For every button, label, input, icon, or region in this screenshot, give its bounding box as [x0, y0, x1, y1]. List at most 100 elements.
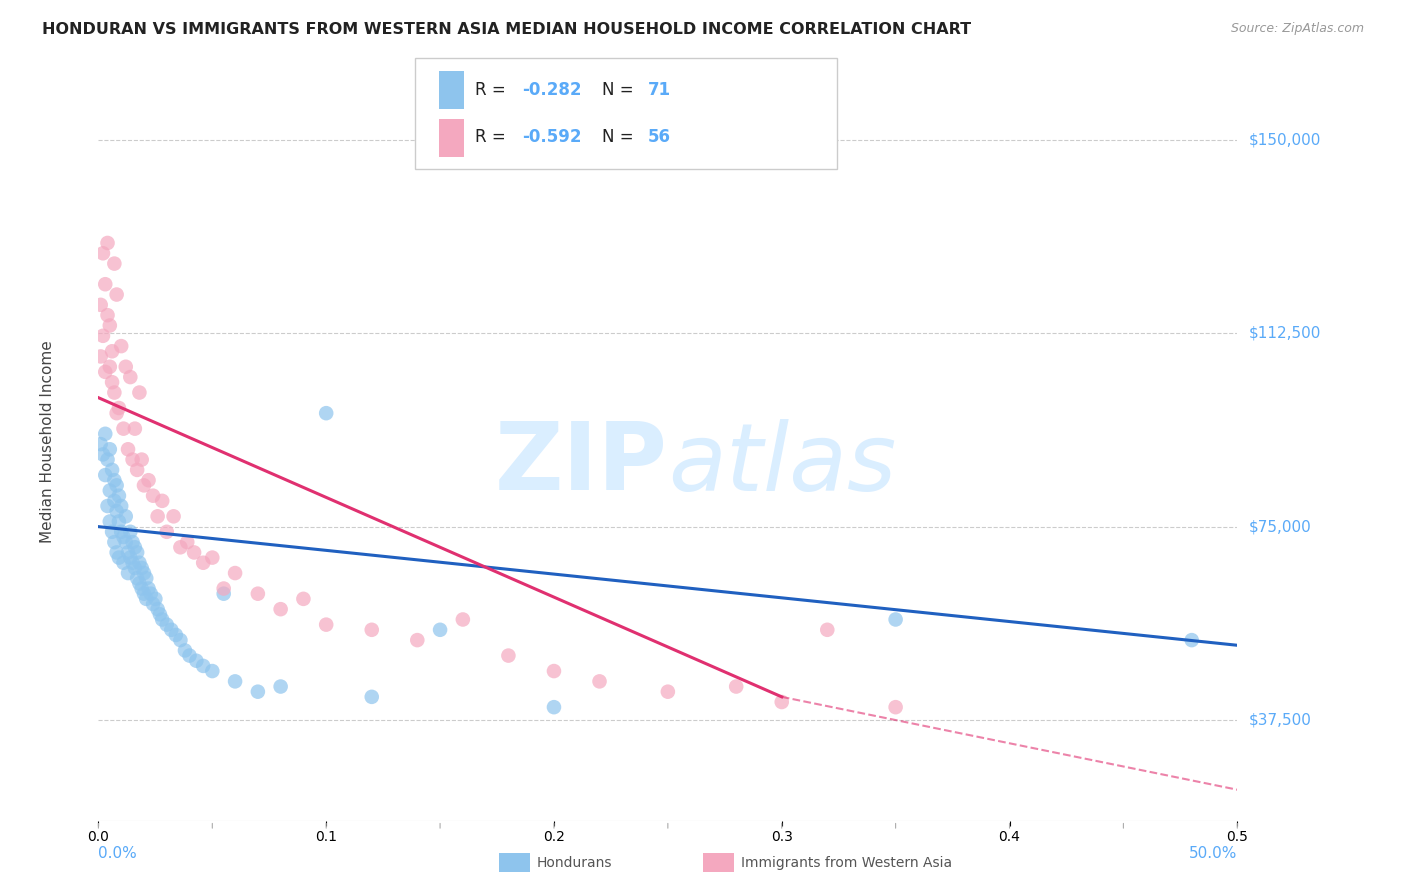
Text: Immigrants from Western Asia: Immigrants from Western Asia — [741, 855, 952, 870]
Point — [169, 633, 191, 648]
Point — [101, 344, 124, 359]
Point — [108, 550, 131, 565]
Point — [360, 623, 382, 637]
Point — [105, 478, 128, 492]
Point — [91, 328, 114, 343]
Point — [246, 587, 269, 601]
Point — [101, 463, 124, 477]
Point — [91, 447, 114, 461]
Point — [132, 587, 155, 601]
Point — [90, 437, 112, 451]
Point — [127, 571, 149, 585]
Point — [112, 556, 135, 570]
Point — [160, 623, 183, 637]
Point — [103, 257, 125, 271]
Point — [110, 499, 132, 513]
Point — [162, 509, 184, 524]
Point — [131, 452, 153, 467]
Point — [117, 545, 139, 559]
Point — [117, 442, 139, 457]
Point — [128, 556, 150, 570]
Point — [108, 515, 131, 529]
Point — [406, 633, 429, 648]
Point — [98, 442, 121, 457]
Point — [94, 468, 117, 483]
Text: 71: 71 — [648, 81, 671, 99]
Point — [292, 591, 315, 606]
Point — [103, 385, 125, 400]
Text: 0.0%: 0.0% — [98, 847, 138, 862]
Point — [105, 406, 128, 420]
Point — [657, 684, 679, 698]
Point — [98, 318, 121, 333]
Point — [96, 235, 118, 250]
Text: $75,000: $75,000 — [1249, 519, 1312, 534]
Point — [105, 504, 128, 518]
Point — [114, 359, 136, 374]
Point — [176, 535, 198, 549]
Point — [91, 246, 114, 260]
Point — [112, 530, 135, 544]
Point — [124, 422, 146, 436]
Text: -0.282: -0.282 — [522, 81, 581, 99]
Point — [127, 545, 149, 559]
Point — [156, 617, 179, 632]
Text: Hondurans: Hondurans — [537, 855, 613, 870]
Point — [94, 426, 117, 441]
Point — [212, 587, 235, 601]
Text: $150,000: $150,000 — [1249, 132, 1320, 147]
Point — [98, 515, 121, 529]
Point — [884, 612, 907, 626]
Point — [429, 623, 451, 637]
Text: HONDURAN VS IMMIGRANTS FROM WESTERN ASIA MEDIAN HOUSEHOLD INCOME CORRELATION CHA: HONDURAN VS IMMIGRANTS FROM WESTERN ASIA… — [42, 22, 972, 37]
Point — [224, 566, 246, 580]
Point — [138, 473, 160, 487]
Point — [815, 623, 838, 637]
Point — [179, 648, 201, 663]
Point — [103, 535, 125, 549]
Point — [128, 385, 150, 400]
Text: Median Household Income: Median Household Income — [39, 340, 55, 543]
Text: ZIP: ZIP — [495, 418, 668, 510]
Point — [246, 684, 269, 698]
Point — [120, 370, 142, 384]
Point — [114, 509, 136, 524]
Point — [588, 674, 610, 689]
Point — [224, 674, 246, 689]
Point — [128, 576, 150, 591]
Point — [201, 550, 224, 565]
Point — [98, 359, 121, 374]
Point — [270, 602, 292, 616]
Point — [112, 422, 135, 436]
Text: $112,500: $112,500 — [1249, 326, 1320, 341]
Text: $37,500: $37,500 — [1249, 713, 1312, 728]
Point — [193, 659, 215, 673]
Point — [132, 478, 155, 492]
Point — [1181, 633, 1204, 648]
Text: -0.592: -0.592 — [522, 128, 581, 146]
Point — [884, 700, 907, 714]
Point — [105, 545, 128, 559]
Point — [101, 524, 124, 539]
Point — [135, 591, 157, 606]
Point — [135, 571, 157, 585]
Point — [98, 483, 121, 498]
Point — [103, 493, 125, 508]
Text: Source: ZipAtlas.com: Source: ZipAtlas.com — [1230, 22, 1364, 36]
Point — [94, 277, 117, 292]
Point — [270, 680, 292, 694]
Point — [725, 680, 748, 694]
Point — [110, 339, 132, 353]
Text: 56: 56 — [648, 128, 671, 146]
Point — [146, 602, 169, 616]
Point — [108, 489, 131, 503]
Point — [105, 287, 128, 301]
Point — [142, 597, 165, 611]
Point — [110, 524, 132, 539]
Point — [149, 607, 172, 622]
Point — [101, 376, 124, 390]
Point — [770, 695, 793, 709]
Point — [121, 556, 143, 570]
Point — [90, 350, 112, 364]
Point — [315, 617, 337, 632]
